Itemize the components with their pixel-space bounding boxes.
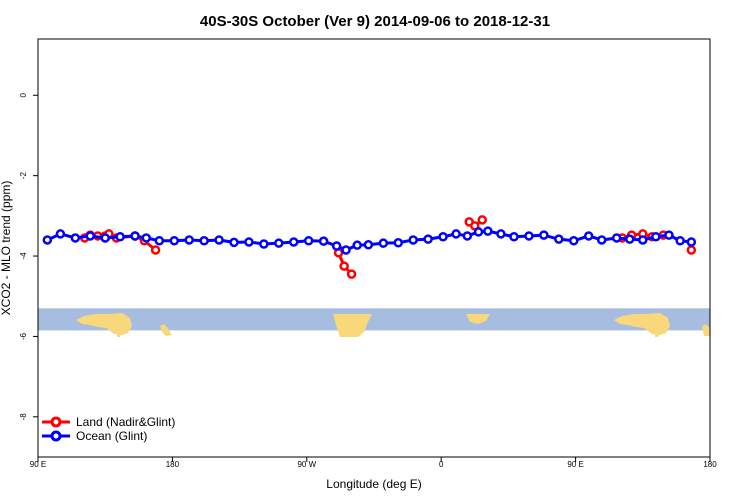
legend-land-marker (50, 416, 62, 428)
data-point (496, 229, 506, 239)
data-point (686, 237, 697, 247)
legend-land-label: Land (Nadir&Glint) (76, 415, 175, 429)
x-axis-title: Longitude (deg E) (326, 477, 421, 491)
data-point (638, 235, 648, 245)
data-point (154, 236, 165, 246)
land-shape (160, 324, 172, 336)
data-point (554, 234, 564, 244)
data-point (184, 235, 194, 245)
data-point (169, 236, 180, 246)
data-point (339, 261, 349, 271)
data-point (274, 238, 284, 248)
data-point (259, 239, 269, 249)
data-point (675, 236, 685, 246)
data-point (115, 231, 125, 242)
data-point (583, 231, 594, 241)
data-point (477, 215, 488, 225)
legend-ocean-label: Ocean (Glint) (76, 429, 147, 443)
data-point (318, 236, 329, 246)
land-shape (117, 334, 121, 337)
data-point (651, 231, 661, 242)
data-point (408, 235, 418, 245)
data-point (288, 237, 299, 247)
ocean-band (38, 308, 710, 331)
data-point (352, 240, 362, 250)
x-tick-label: 90 E (30, 460, 46, 469)
data-point (393, 238, 404, 248)
data-point (303, 236, 314, 246)
y-tick-label: -4 (19, 252, 28, 260)
series-layer (42, 215, 697, 279)
x-tick-label: 0 (439, 460, 444, 469)
data-point (462, 231, 473, 241)
data-point (42, 235, 53, 245)
data-point (509, 231, 519, 242)
data-point (524, 231, 534, 241)
data-point (229, 237, 239, 248)
data-point (568, 236, 579, 246)
data-point (214, 235, 224, 245)
y-tick-label: 0 (19, 92, 28, 97)
data-point (130, 231, 140, 241)
x-tick-label: 90 W (297, 460, 316, 469)
data-point (438, 231, 448, 242)
data-point (244, 237, 254, 247)
x-tick-label: 90 E (567, 460, 583, 469)
x-tick-label: 180 (703, 460, 717, 469)
data-point (100, 233, 110, 243)
map-strip (38, 308, 710, 337)
data-point (378, 238, 389, 248)
data-point (686, 245, 697, 255)
series-ocean (42, 226, 697, 255)
y-axis-title: XCO2 - MLO trend (ppm) (0, 181, 13, 316)
data-point (85, 231, 96, 241)
data-point (331, 241, 342, 251)
land-shape (614, 313, 670, 335)
y-axis: 0 -2 -4 -6 -8 (19, 92, 38, 420)
data-point (55, 229, 66, 239)
y-tick-label: -6 (19, 332, 28, 340)
data-point (451, 229, 461, 239)
land-shape (655, 334, 659, 337)
data-point (611, 233, 622, 243)
plot-frame (37, 38, 711, 458)
data-point (141, 233, 152, 243)
land-shape (333, 314, 372, 337)
data-point (423, 234, 433, 244)
chart-title: 40S-30S October (Ver 9) 2014-09-06 to 20… (200, 13, 550, 30)
data-point (341, 245, 351, 255)
y-tick-label: -8 (19, 413, 28, 421)
data-point (150, 245, 161, 255)
legend: Land (Nadir&Glint) Ocean (Glint) (42, 415, 175, 443)
data-point (483, 226, 493, 236)
data-point (539, 230, 549, 240)
x-tick-label: 180 (166, 460, 180, 469)
land-shape (702, 324, 710, 336)
x-axis: 90 E 180 90 W 0 90 E 180 (30, 457, 717, 469)
data-point (346, 269, 357, 279)
data-point (363, 240, 374, 250)
series-land (79, 215, 697, 279)
land-shape (76, 313, 132, 335)
data-point (70, 233, 81, 243)
land-shape (466, 314, 490, 324)
data-point (596, 235, 607, 245)
data-point (199, 236, 209, 246)
data-point (473, 227, 484, 237)
legend-ocean-marker (50, 430, 62, 442)
data-point (624, 234, 635, 244)
y-tick-label: -2 (19, 172, 28, 180)
data-point (664, 230, 674, 240)
